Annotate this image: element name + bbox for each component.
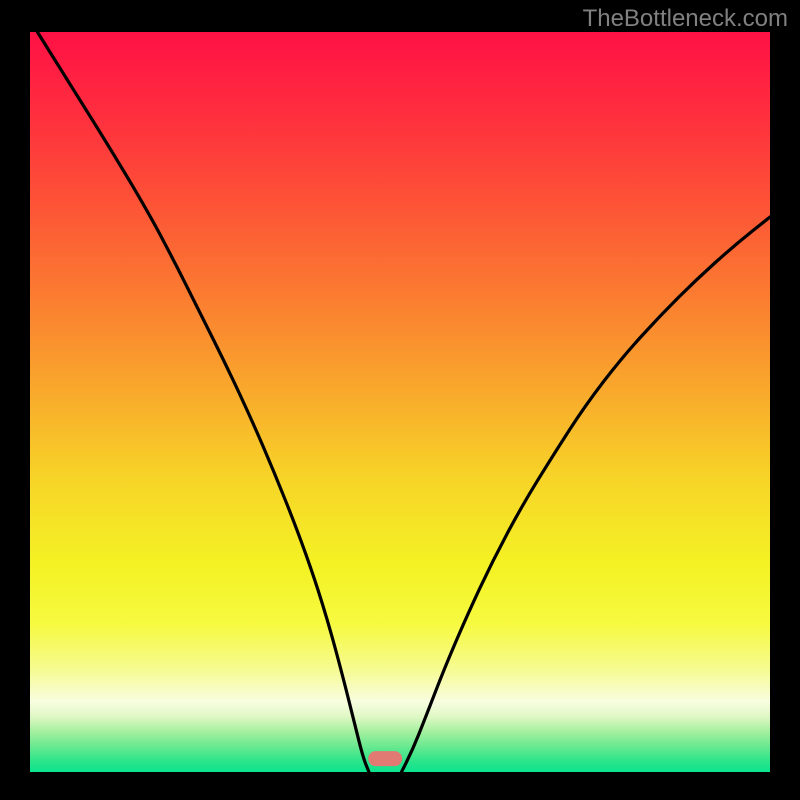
plot-background-gradient <box>30 32 770 772</box>
optimum-marker <box>368 751 402 766</box>
bottleneck-curve-chart: TheBottleneck.com <box>0 0 800 800</box>
chart-root: TheBottleneck.com <box>0 0 800 800</box>
watermark-text: TheBottleneck.com <box>583 5 788 32</box>
